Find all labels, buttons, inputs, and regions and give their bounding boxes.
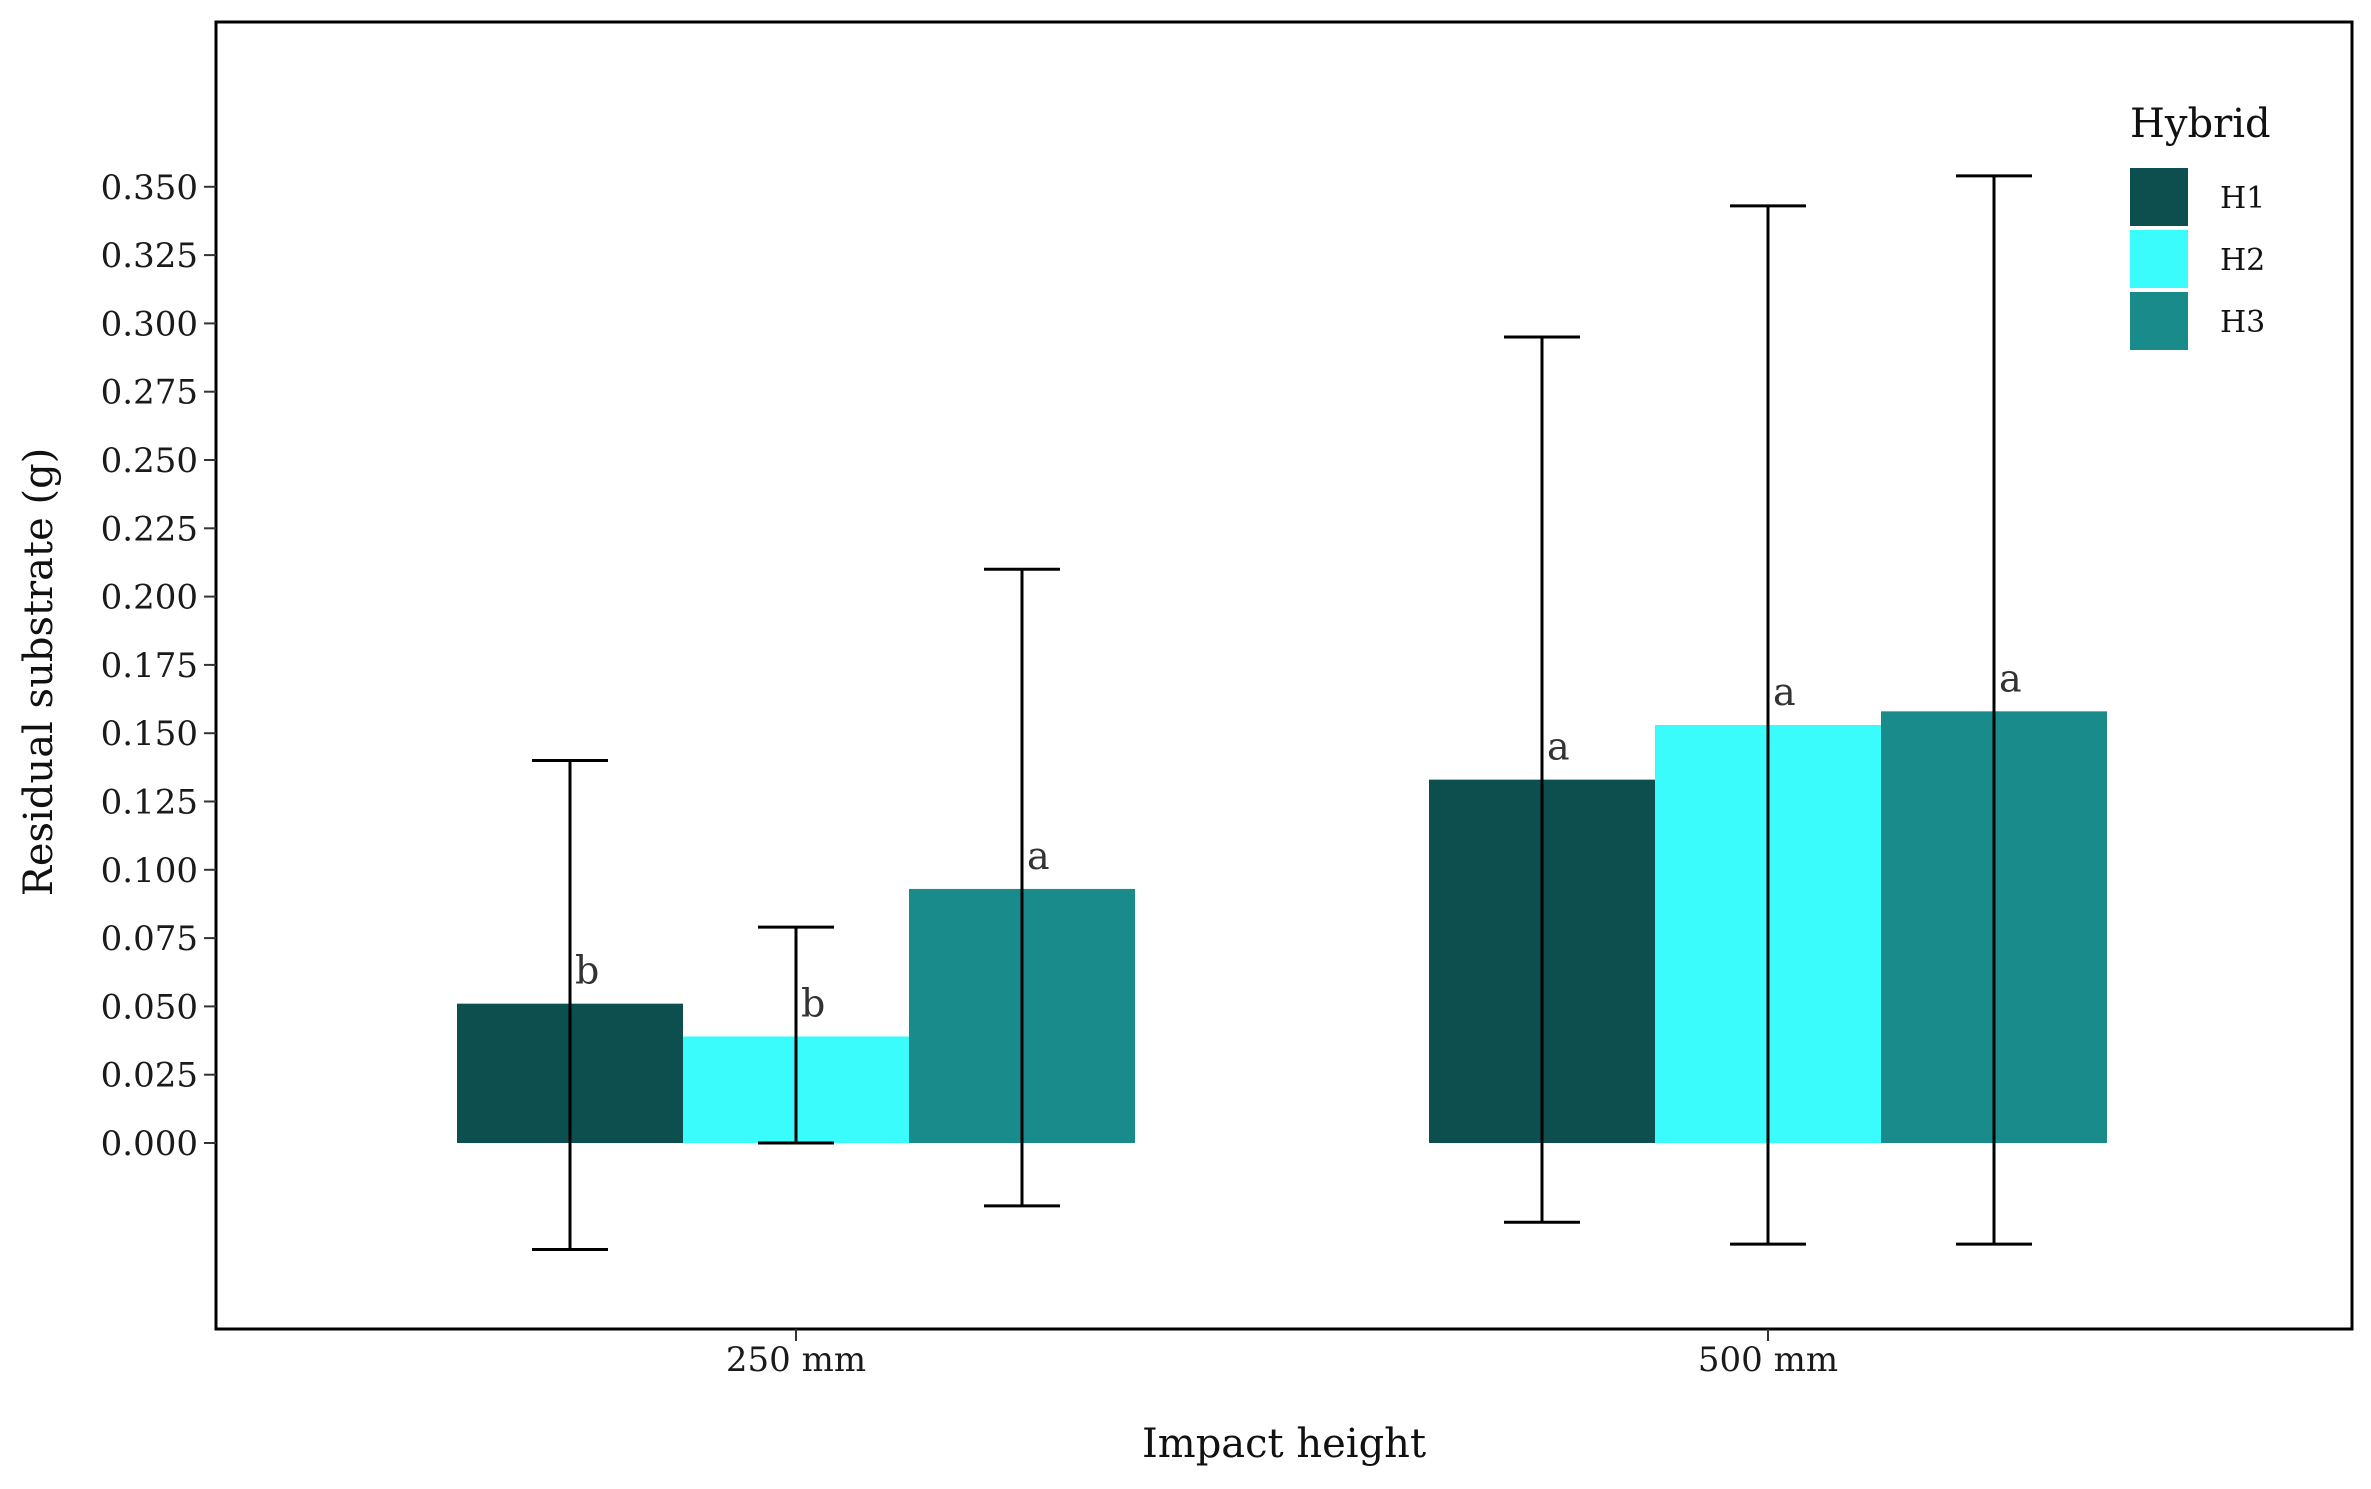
y-tick-label: 0.175 <box>101 646 198 686</box>
y-tick-label: 0.125 <box>101 783 198 823</box>
legend-key-h2 <box>2130 230 2188 288</box>
legend-label-h2: H2 <box>2220 243 2265 278</box>
y-axis-title: Residual substrate (g) <box>16 448 62 897</box>
y-tick-label: 0.200 <box>101 578 198 618</box>
significance-letter: a <box>1773 670 1796 714</box>
significance-letter: a <box>1547 725 1570 769</box>
significance-letter: b <box>575 949 599 993</box>
y-axis: 0.000 0.025 0.050 0.075 0.100 0.125 0.150 0.175… <box>101 168 216 1164</box>
significance-letters-group: b a b a a a <box>575 656 2022 1025</box>
y-tick-label: 0.025 <box>101 1056 198 1096</box>
y-tick-label: 0.350 <box>101 168 198 208</box>
legend-label-h3: H3 <box>2220 305 2265 340</box>
significance-letter: b <box>801 981 825 1025</box>
legend: Hybrid H1 H2 H3 <box>2130 101 2271 350</box>
x-axis-title: Impact height <box>1142 1421 1426 1467</box>
y-tick-label: 0.325 <box>101 236 198 276</box>
legend-key-h1 <box>2130 168 2188 226</box>
error-bars-group <box>532 174 2032 1252</box>
y-tick-label: 0.100 <box>101 851 198 891</box>
y-tick-label: 0.150 <box>101 714 198 754</box>
legend-title: Hybrid <box>2130 101 2271 147</box>
y-tick-label: 0.000 <box>101 1124 198 1164</box>
legend-label-h1: H1 <box>2220 181 2265 216</box>
legend-key-h3 <box>2130 292 2188 350</box>
y-tick-label: 0.275 <box>101 373 198 413</box>
y-tick-label: 0.050 <box>101 987 198 1027</box>
plot-panel-border <box>214 20 2354 1331</box>
y-tick-label: 0.300 <box>101 304 198 344</box>
x-axis: 250 mm 500 mm <box>726 1329 1838 1380</box>
significance-letter: a <box>1999 656 2022 700</box>
x-tick-label: 500 mm <box>1698 1340 1838 1380</box>
x-tick-label: 250 mm <box>726 1340 866 1380</box>
significance-letter: a <box>1027 834 1050 878</box>
y-tick-label: 0.075 <box>101 919 198 959</box>
y-tick-label: 0.225 <box>101 509 198 549</box>
y-tick-label: 0.250 <box>101 441 198 481</box>
